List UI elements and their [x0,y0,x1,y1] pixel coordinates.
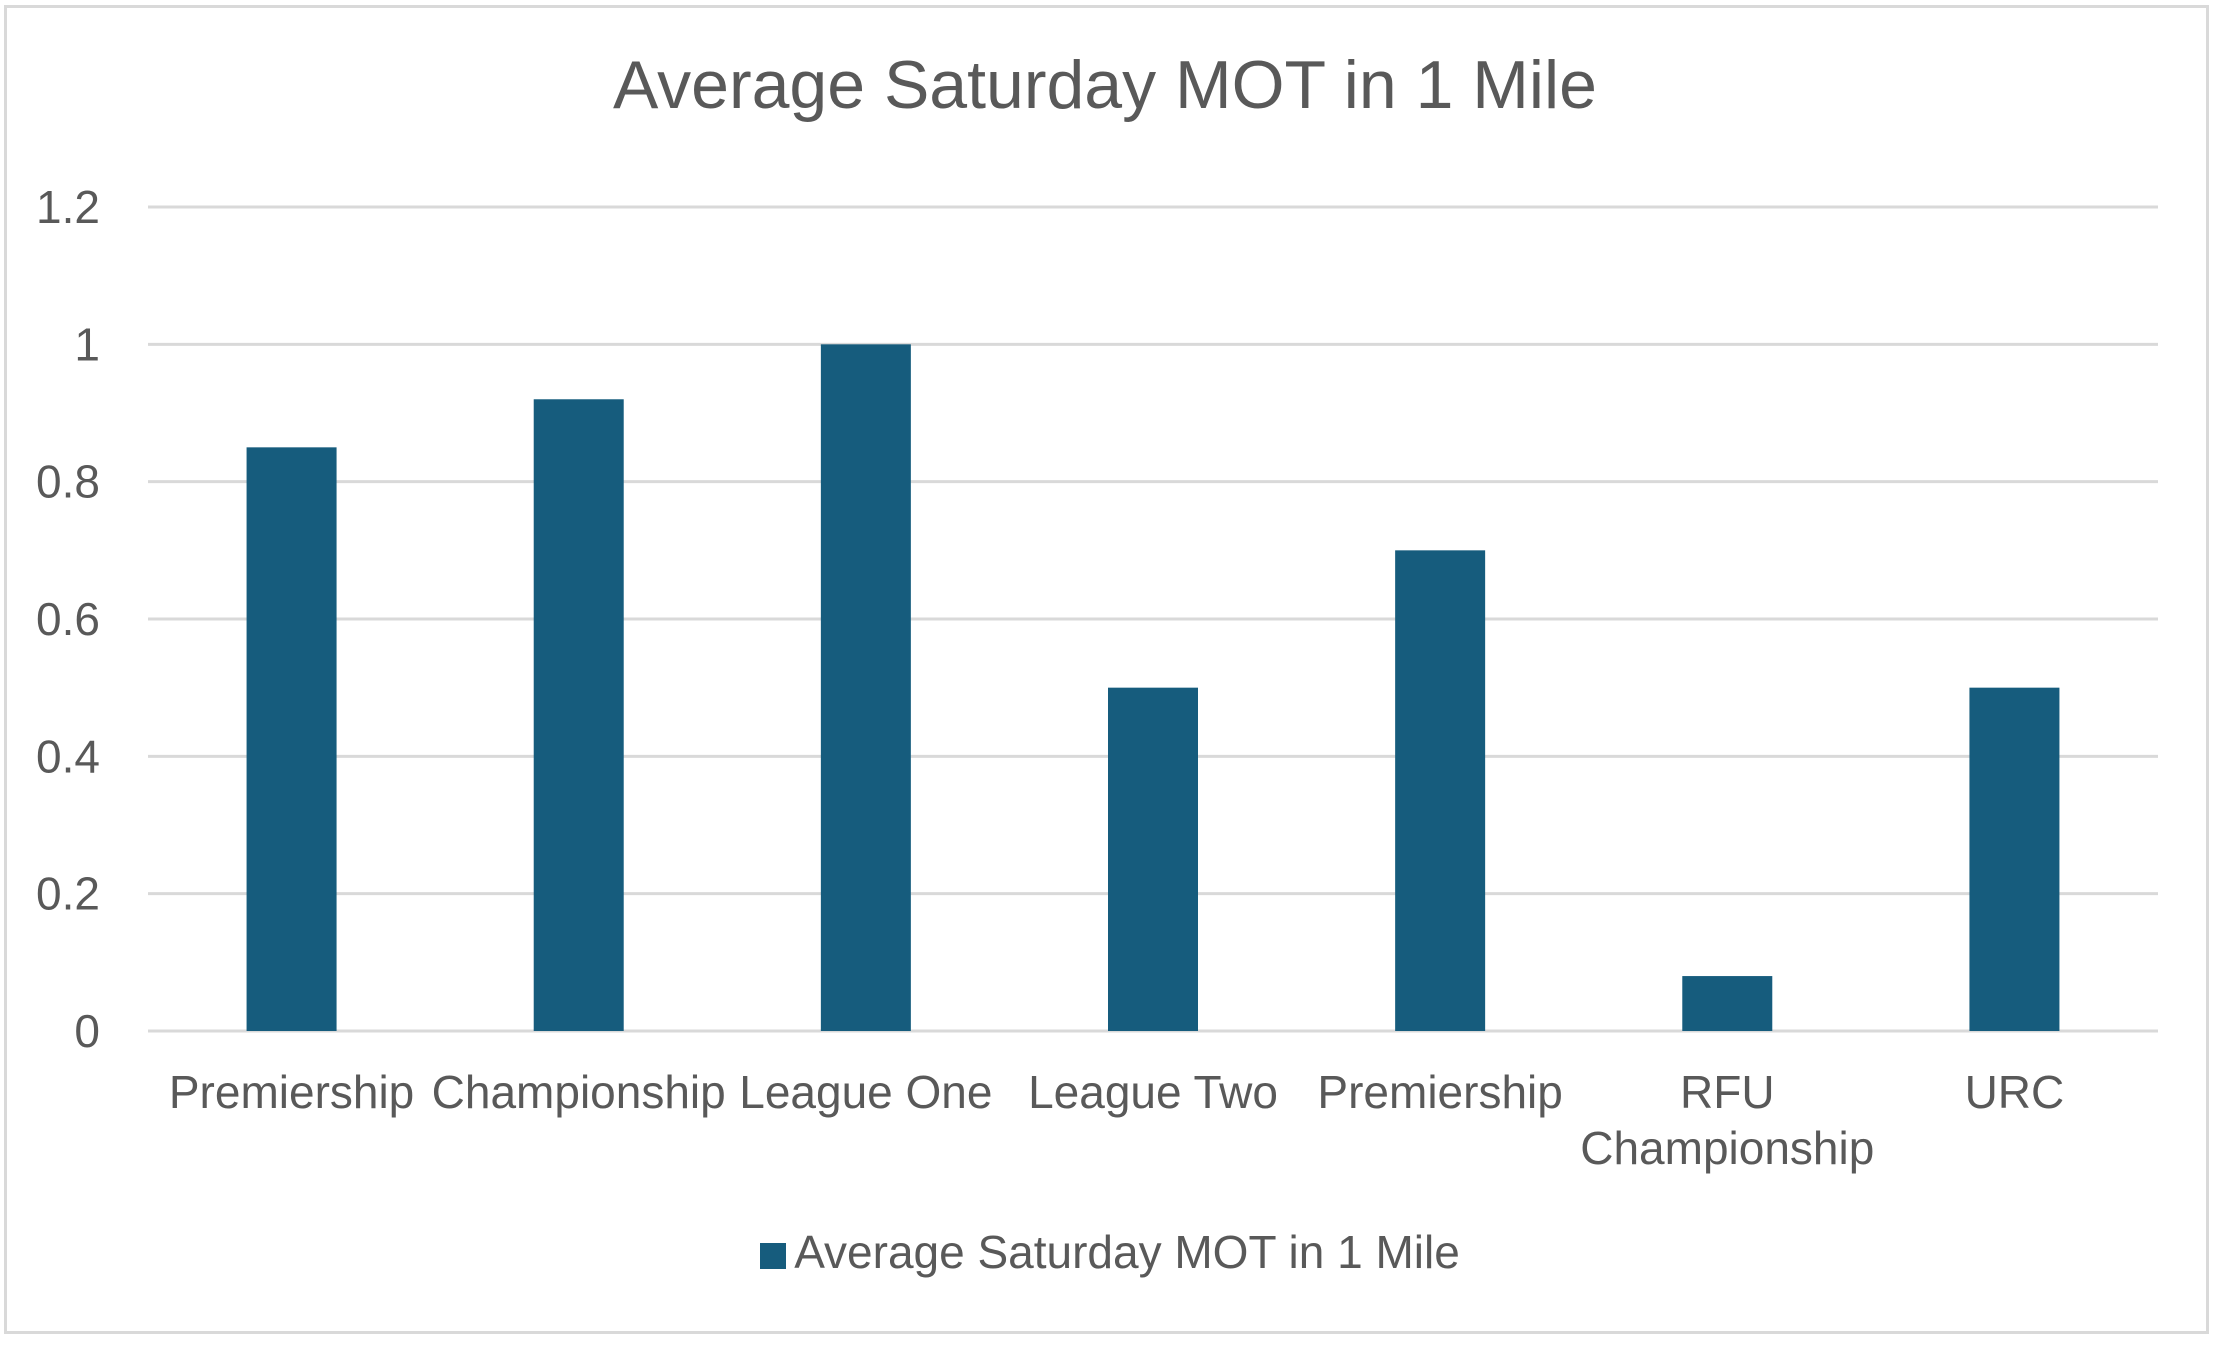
x-axis-ticks: Premiership Championship League One League … [169,1066,2064,1174]
y-axis-ticks: 0 0.2 0.4 0.6 0.8 1 1.2 [36,181,100,1057]
y-tick-label: 0.6 [36,593,100,645]
legend-label: Average Saturday MOT in 1 Mile [794,1226,1460,1278]
x-tick-label: League One [739,1066,992,1118]
bar [533,399,624,1031]
y-tick-label: 1.2 [36,181,100,233]
x-tick-label: RFU Championship [1580,1066,1874,1174]
legend: Average Saturday MOT in 1 Mile [0,1225,2220,1279]
bar [246,447,337,1031]
bar [1969,687,2060,1031]
x-tick-label: League Two [1028,1066,1278,1118]
bar [1395,550,1486,1031]
chart-title: Average Saturday MOT in 1 Mile [613,47,1597,123]
y-tick-label: 0.2 [36,868,100,920]
y-tick-label: 1 [74,318,100,370]
x-tick-label: Premiership [1317,1066,1562,1118]
x-tick-label: Premiership [169,1066,414,1118]
bar [1108,687,1198,1031]
x-tick-label: URC [1965,1066,2065,1118]
bar [1682,976,1773,1031]
bars [246,344,2060,1031]
y-tick-label: 0 [74,1005,100,1057]
legend-swatch [760,1243,787,1269]
x-tick-label: Championship [432,1066,726,1118]
bar [820,344,911,1031]
chart-frame [4,5,2209,1334]
y-tick-label: 0.8 [36,456,100,508]
y-tick-label: 0.4 [36,730,100,782]
